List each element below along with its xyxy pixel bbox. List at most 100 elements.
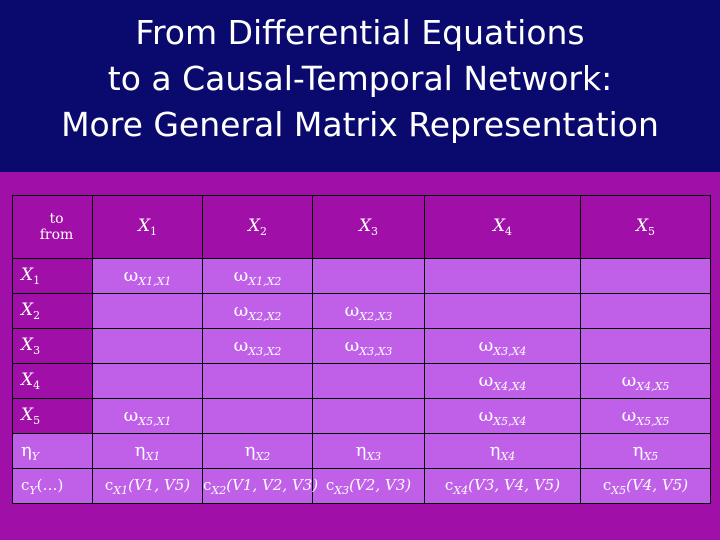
weight-sub: X3,X4 bbox=[493, 344, 527, 358]
eta-cell: ηX2 bbox=[202, 433, 313, 469]
matrix-row: X5 ωX5,X1 ωX5,X4 ωX5,X5 bbox=[12, 398, 711, 434]
coefficient-matrix: to from X1 X2 X3 X4 X5 X1 ωX1,X1 ωX1,X2 X2 ω… bbox=[12, 195, 711, 504]
c-cell: cX3(V2, V3) bbox=[312, 468, 425, 504]
column-header: X2 bbox=[202, 195, 313, 259]
omega-symbol: ω bbox=[478, 369, 494, 391]
column-sub: 1 bbox=[150, 225, 158, 238]
c-args: (V1, V5) bbox=[128, 475, 191, 494]
c-args: (…) bbox=[36, 475, 64, 494]
eta-symbol: η bbox=[244, 439, 256, 461]
weight-cell: ωX4,X5 bbox=[580, 363, 711, 399]
c-cell: cX1(V1, V5) bbox=[92, 468, 203, 504]
weight-cell: ωX4,X4 bbox=[424, 363, 581, 399]
weight-sub: X2,X3 bbox=[359, 309, 393, 323]
row-var: X bbox=[21, 370, 34, 390]
row-label: X4 bbox=[12, 363, 93, 399]
row-label: X5 bbox=[12, 398, 93, 434]
c-args: (V3, V4, V5) bbox=[468, 475, 561, 494]
c-symbol: c bbox=[444, 475, 454, 494]
weight-cell: ωX2,X2 bbox=[202, 293, 313, 329]
omega-symbol: ω bbox=[621, 404, 637, 426]
empty-cell bbox=[580, 258, 711, 294]
eta-symbol: η bbox=[355, 439, 367, 461]
eta-sub: X2 bbox=[255, 449, 271, 463]
row-label: X2 bbox=[12, 293, 93, 329]
weight-sub: X5,X5 bbox=[636, 414, 670, 428]
eta-sub: X1 bbox=[145, 449, 161, 463]
row-var: X bbox=[21, 265, 34, 285]
row-label: X3 bbox=[12, 328, 93, 364]
omega-symbol: ω bbox=[344, 334, 360, 356]
empty-cell bbox=[92, 328, 203, 364]
row-sub: 3 bbox=[33, 344, 41, 357]
empty-cell bbox=[424, 293, 581, 329]
omega-symbol: ω bbox=[233, 334, 249, 356]
header-row: to from X1 X2 X3 X4 X5 bbox=[12, 195, 711, 259]
empty-cell bbox=[92, 363, 203, 399]
eta-sub: X3 bbox=[366, 449, 382, 463]
row-var: X bbox=[21, 335, 34, 355]
weight-cell: ωX5,X5 bbox=[580, 398, 711, 434]
empty-cell bbox=[312, 258, 425, 294]
empty-cell bbox=[580, 328, 711, 364]
empty-cell bbox=[312, 363, 425, 399]
matrix-row: X1 ωX1,X1 ωX1,X2 bbox=[12, 258, 711, 294]
eta-cell: ηX5 bbox=[580, 433, 711, 469]
matrix-row: X4 ωX4,X4 ωX4,X5 bbox=[12, 363, 711, 399]
omega-symbol: ω bbox=[233, 299, 249, 321]
c-symbol: c bbox=[602, 475, 612, 494]
column-header: X3 bbox=[312, 195, 425, 259]
weight-sub: X5,X4 bbox=[493, 414, 527, 428]
c-cell: cX5(V4, V5) bbox=[580, 468, 711, 504]
omega-symbol: ω bbox=[123, 404, 139, 426]
weight-cell: ωX1,X2 bbox=[202, 258, 313, 294]
column-header: X1 bbox=[92, 195, 203, 259]
row-sub: Y bbox=[31, 449, 40, 463]
c-row: cY(…) cX1(V1, V5) cX2(V1, V2, V3) cX3(V2, V… bbox=[12, 468, 711, 504]
column-var: X bbox=[358, 216, 372, 236]
title-band bbox=[0, 0, 720, 172]
corner-from-label: from bbox=[39, 227, 74, 243]
c-args: (V2, V3) bbox=[349, 475, 412, 494]
weight-sub: X1,X1 bbox=[138, 274, 172, 288]
row-var: X bbox=[21, 405, 34, 425]
empty-cell bbox=[580, 293, 711, 329]
slide-title: From Differential Equations to a Causal-… bbox=[0, 10, 720, 148]
c-cell: cX2(V1, V2, V3) bbox=[202, 468, 318, 504]
row-label: X1 bbox=[12, 258, 93, 294]
eta-cell: ηX1 bbox=[92, 433, 203, 469]
column-sub: 5 bbox=[648, 225, 656, 238]
column-header: X5 bbox=[580, 195, 711, 259]
weight-cell: ωX5,X4 bbox=[424, 398, 581, 434]
column-var: X bbox=[247, 216, 261, 236]
eta-row: ηY ηX1 ηX2 ηX3 ηX4 ηX5 bbox=[12, 433, 711, 469]
c-symbol: c bbox=[21, 475, 30, 494]
empty-cell bbox=[92, 293, 203, 329]
eta-symbol: η bbox=[21, 439, 32, 461]
row-sub: Y bbox=[29, 483, 37, 497]
title-line-1: From Differential Equations bbox=[135, 13, 585, 52]
weight-cell: ωX3,X4 bbox=[424, 328, 581, 364]
c-args: (V1, V2, V3) bbox=[226, 475, 319, 494]
row-label: cY(…) bbox=[12, 468, 93, 504]
weight-cell: ωX1,X1 bbox=[92, 258, 203, 294]
row-sub: 4 bbox=[33, 379, 41, 392]
omega-symbol: ω bbox=[123, 264, 139, 286]
eta-symbol: η bbox=[489, 439, 501, 461]
corner-cell: to from bbox=[12, 195, 93, 259]
c-sub: X5 bbox=[611, 483, 627, 497]
row-var: X bbox=[21, 300, 34, 320]
omega-symbol: ω bbox=[478, 334, 494, 356]
c-sub: X1 bbox=[113, 483, 129, 497]
matrix-row: X2 ωX2,X2 ωX2,X3 bbox=[12, 293, 711, 329]
column-sub: 2 bbox=[260, 225, 268, 238]
omega-symbol: ω bbox=[344, 299, 360, 321]
weight-cell: ωX2,X3 bbox=[312, 293, 425, 329]
weight-cell: ωX3,X3 bbox=[312, 328, 425, 364]
c-sub: X2 bbox=[211, 483, 227, 497]
column-var: X bbox=[492, 216, 506, 236]
c-symbol: c bbox=[104, 475, 114, 494]
column-header: X4 bbox=[424, 195, 581, 259]
empty-cell bbox=[312, 398, 425, 434]
weight-sub: X3,X3 bbox=[359, 344, 393, 358]
